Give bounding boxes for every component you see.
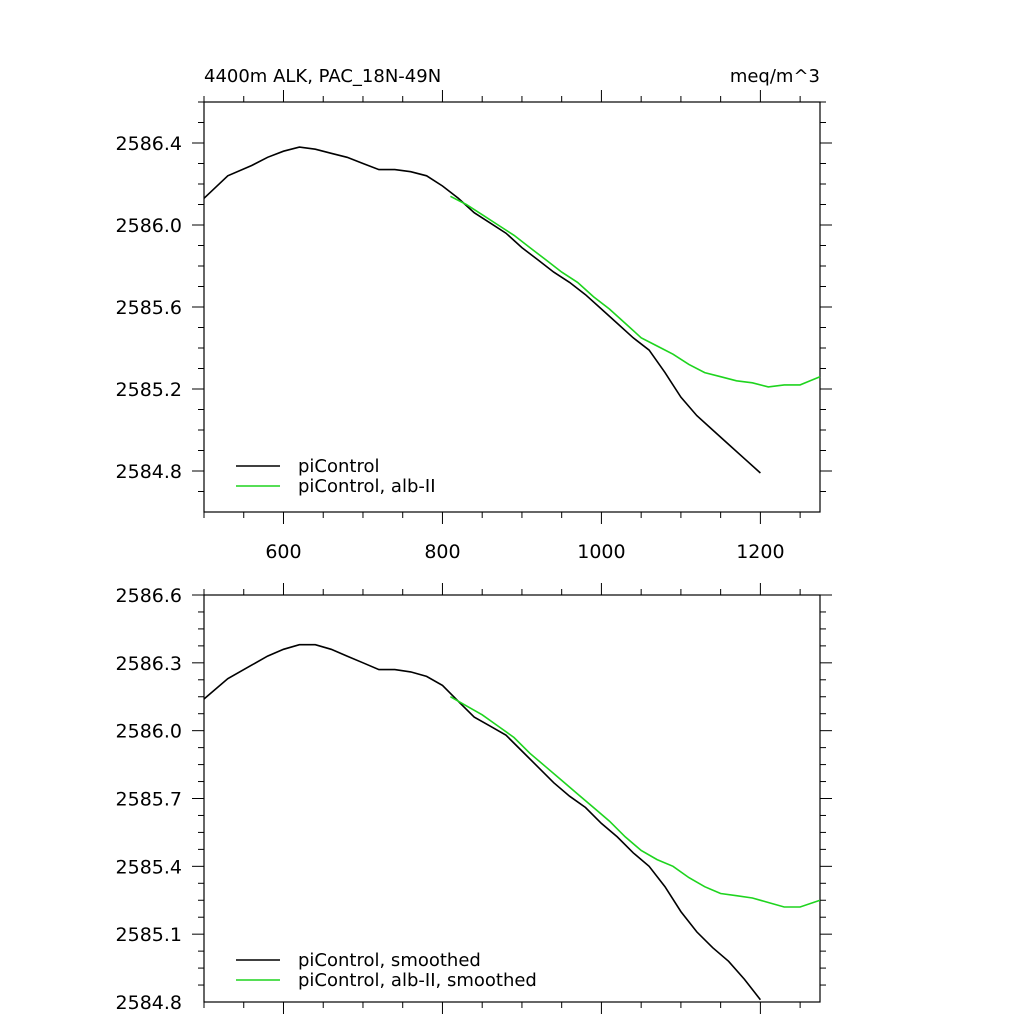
y-tick-label: 2585.1 <box>116 924 182 946</box>
plot-frame <box>203 101 821 513</box>
x-tick-label: 1000 <box>577 541 625 563</box>
y-tick-label: 2585.4 <box>116 856 182 878</box>
y-tick-label: 2586.6 <box>116 585 182 607</box>
plot-frame <box>203 594 821 1003</box>
y-tick-label: 2584.8 <box>116 461 182 483</box>
top-panel: 4400m ALK, PAC_18N-49N meq/m^3 600 800 100… <box>116 66 832 563</box>
y-tick-label: 2585.7 <box>116 789 182 811</box>
bottom-panel: 2584.8 2585.1 2585.4 2585.7 2586.0 2586.3 2586… <box>116 583 832 1014</box>
legend-label-1: piControl, alb-II, smoothed <box>298 970 537 991</box>
x-tick-label: 600 <box>265 541 301 563</box>
y-tick-label: 2586.0 <box>116 721 182 743</box>
series-line-0 <box>203 146 761 474</box>
top-panel-units: meq/m^3 <box>730 66 820 87</box>
legend-label-0: piControl, smoothed <box>298 950 481 971</box>
series-line-1 <box>450 195 821 388</box>
y-tick-label: 2586.0 <box>116 215 182 237</box>
legend-label-0: piControl <box>298 456 380 477</box>
y-tick-label: 2585.2 <box>116 379 182 401</box>
x-tick-label: 800 <box>424 541 460 563</box>
series-line-0 <box>203 643 762 1001</box>
x-tick-label: 1200 <box>736 541 784 563</box>
top-panel-title: 4400m ALK, PAC_18N-49N <box>204 66 441 87</box>
series-line-1 <box>450 696 821 908</box>
y-tick-label: 2584.8 <box>116 992 182 1014</box>
y-tick-label: 2586.3 <box>116 653 182 675</box>
y-tick-label: 2586.4 <box>116 133 182 155</box>
legend-label-1: piControl, alb-II <box>298 476 436 497</box>
y-tick-label: 2585.6 <box>116 297 182 319</box>
